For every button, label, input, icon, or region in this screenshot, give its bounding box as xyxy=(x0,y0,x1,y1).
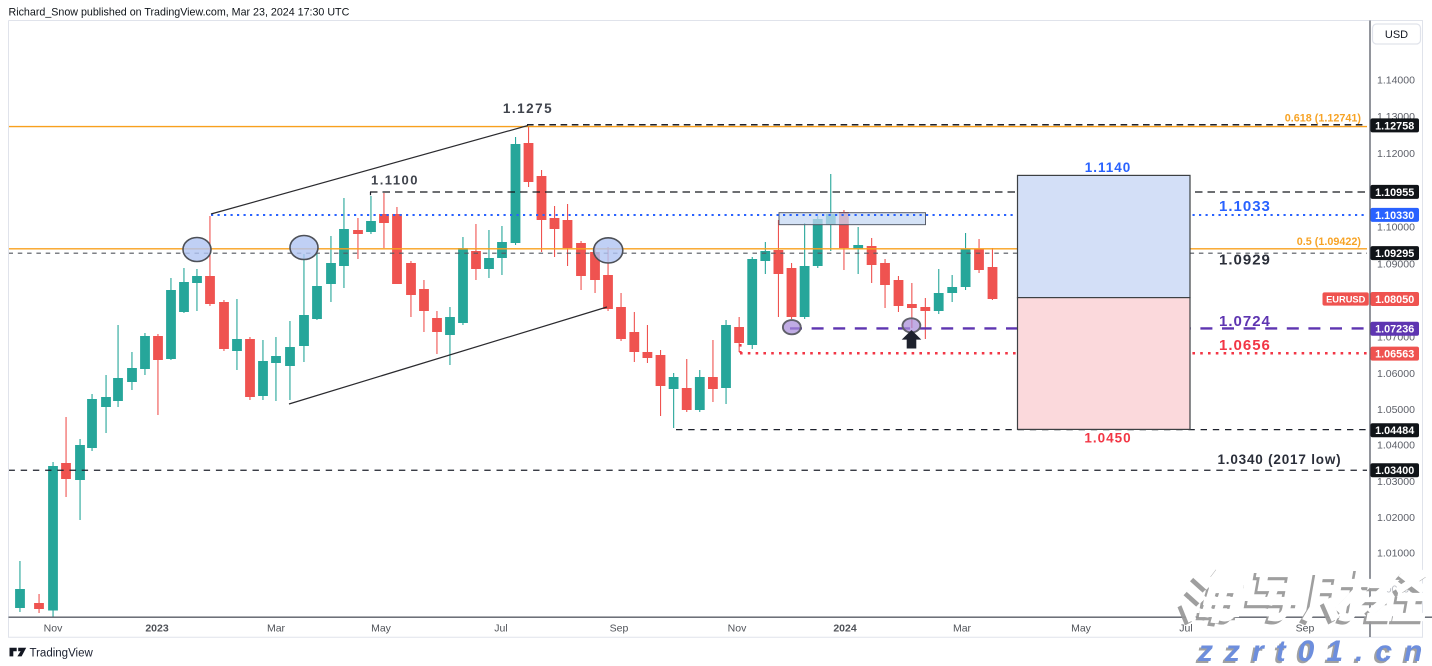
svg-text:1.1033: 1.1033 xyxy=(1219,198,1271,215)
svg-text:1.10955: 1.10955 xyxy=(1375,187,1414,199)
svg-text:1.09000: 1.09000 xyxy=(1377,258,1415,270)
svg-text:1.04000: 1.04000 xyxy=(1377,439,1415,451)
svg-text:1.04484: 1.04484 xyxy=(1375,425,1414,437)
svg-text:zzrt01.cn: zzrt01.cn xyxy=(1197,635,1432,666)
svg-text:1.0340 (2017 low): 1.0340 (2017 low) xyxy=(1218,452,1342,467)
svg-text:1.12000: 1.12000 xyxy=(1377,148,1415,160)
svg-text:1.06000: 1.06000 xyxy=(1377,368,1415,380)
svg-text:Sep: Sep xyxy=(1296,622,1315,634)
svg-text:1.03000: 1.03000 xyxy=(1377,476,1415,488)
svg-text:1.14000: 1.14000 xyxy=(1377,75,1415,87)
svg-text:1.03400: 1.03400 xyxy=(1375,465,1414,477)
svg-text:May: May xyxy=(371,622,392,634)
svg-text:TradingView: TradingView xyxy=(30,648,94,660)
svg-text:0.618 (1.12741): 0.618 (1.12741) xyxy=(1285,112,1362,124)
svg-text:1.0724: 1.0724 xyxy=(1219,313,1271,330)
svg-text:Mar: Mar xyxy=(953,622,972,634)
svg-text:USD: USD xyxy=(1385,29,1408,41)
svg-text:1.10330: 1.10330 xyxy=(1375,210,1414,222)
svg-text:1.07236: 1.07236 xyxy=(1375,324,1414,336)
svg-text:EURUSD: EURUSD xyxy=(1326,295,1366,305)
svg-text:0.5 (1.09422): 0.5 (1.09422) xyxy=(1297,236,1362,248)
svg-text:Mar: Mar xyxy=(267,622,286,634)
svg-text:1.02000: 1.02000 xyxy=(1377,512,1415,524)
svg-text:zzrt01.cn: zzrt01.cn xyxy=(1195,637,1432,666)
svg-text:1.08050: 1.08050 xyxy=(1375,294,1414,306)
svg-text:1.05000: 1.05000 xyxy=(1377,404,1415,416)
svg-text:1.1100: 1.1100 xyxy=(371,173,419,188)
svg-text:Richard_Snow published on Trad: Richard_Snow published on TradingView.co… xyxy=(9,7,350,19)
svg-text:1.1275: 1.1275 xyxy=(503,101,553,116)
svg-text:Nov: Nov xyxy=(44,622,63,634)
svg-text:1.1140: 1.1140 xyxy=(1085,160,1132,175)
svg-text:2023: 2023 xyxy=(145,622,169,634)
svg-text:1.0450: 1.0450 xyxy=(1084,431,1131,446)
svg-text:Sep: Sep xyxy=(610,622,629,634)
svg-text:Jul: Jul xyxy=(1179,622,1192,634)
svg-text:2024: 2024 xyxy=(833,622,857,634)
svg-text:1.06563: 1.06563 xyxy=(1375,349,1414,361)
svg-text:Jul: Jul xyxy=(494,622,507,634)
svg-text:Nov: Nov xyxy=(728,622,747,634)
svg-text:1.0656: 1.0656 xyxy=(1219,337,1271,354)
svg-text:May: May xyxy=(1071,622,1092,634)
svg-text:1.12758: 1.12758 xyxy=(1375,120,1414,132)
svg-text:1.0929: 1.0929 xyxy=(1219,252,1271,269)
svg-text:1.01000: 1.01000 xyxy=(1377,547,1415,559)
svg-text:1.09295: 1.09295 xyxy=(1375,248,1414,260)
svg-text:1.10000: 1.10000 xyxy=(1377,221,1415,233)
